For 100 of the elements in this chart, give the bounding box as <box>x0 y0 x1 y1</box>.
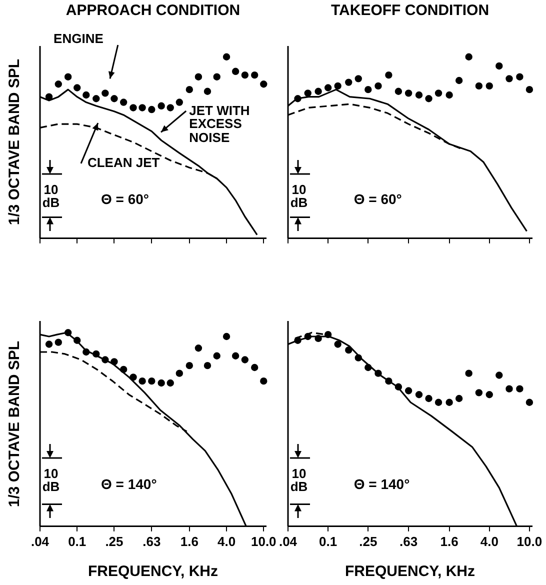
x-tick-label: 10.0 <box>250 534 276 549</box>
x-tick-label: .25 <box>105 534 124 549</box>
point <box>354 354 362 362</box>
point <box>54 80 62 88</box>
x-axis-title: FREQUENCY, KHz <box>88 563 218 580</box>
chart-title: TAKEOFF CONDITION <box>330 2 490 20</box>
point <box>394 88 402 95</box>
point <box>526 398 534 406</box>
point <box>251 364 258 372</box>
point <box>314 88 322 95</box>
point <box>222 332 230 340</box>
point <box>446 398 453 406</box>
annotation: 10 dB <box>289 182 309 210</box>
point <box>385 377 392 385</box>
point <box>506 385 513 392</box>
point <box>404 90 412 97</box>
point <box>54 338 62 346</box>
x-tick-label: 10.0 <box>516 534 542 549</box>
text: ENGINE <box>54 30 104 46</box>
y-axis-title: 1/3 OCTAVE BAND SPL <box>6 59 23 226</box>
point <box>294 95 302 102</box>
x-tick-label: .04 <box>278 534 298 549</box>
point <box>45 340 53 348</box>
point <box>455 394 463 402</box>
annotation: Θ = 60° <box>101 191 150 208</box>
annotation: Θ = 60° <box>354 191 402 208</box>
x-tick-label: .25 <box>359 534 378 549</box>
point <box>74 336 81 344</box>
point <box>364 364 372 372</box>
point <box>251 71 258 79</box>
point <box>260 377 268 385</box>
point <box>194 344 202 352</box>
point <box>294 336 302 344</box>
point <box>455 76 463 84</box>
point <box>465 53 472 60</box>
point <box>82 348 90 356</box>
point <box>394 383 402 390</box>
x-tick-label: 1.6 <box>180 534 198 549</box>
point <box>148 106 156 114</box>
point <box>45 93 53 100</box>
y-axis-title: 1/3 OCTAVE BAND SPL <box>6 340 23 507</box>
point <box>166 379 174 387</box>
point <box>186 362 194 370</box>
point <box>486 391 493 398</box>
point <box>304 332 312 340</box>
series-label: CLEAN JET <box>87 154 160 170</box>
point <box>176 98 184 106</box>
point <box>213 352 220 360</box>
point <box>334 82 342 90</box>
annotation: 10 dB <box>289 466 309 494</box>
point <box>434 90 442 97</box>
point <box>64 73 72 80</box>
point <box>82 91 90 99</box>
x-axis-title: FREQUENCY, KHz <box>344 563 476 580</box>
point <box>496 372 503 379</box>
legend-label: JET WITH EXCESS NOISE <box>189 102 251 145</box>
point <box>158 102 165 110</box>
point <box>516 73 524 80</box>
point <box>354 75 362 82</box>
point <box>334 340 342 348</box>
x-tick-label: 4.0 <box>480 534 498 549</box>
point <box>186 86 194 94</box>
point <box>241 356 249 364</box>
point <box>345 346 352 354</box>
point <box>374 370 382 377</box>
point <box>516 385 524 392</box>
point <box>120 98 128 106</box>
point <box>425 95 432 102</box>
point <box>64 329 72 336</box>
point <box>324 84 332 92</box>
x-tick-label: 4.0 <box>217 534 236 549</box>
annotation: Θ = 140° <box>101 476 157 492</box>
point <box>415 391 423 398</box>
point <box>102 90 109 97</box>
point <box>74 84 81 92</box>
point <box>314 334 322 342</box>
point <box>241 71 249 79</box>
point <box>496 62 503 70</box>
point <box>475 82 483 90</box>
point <box>120 366 128 374</box>
point <box>446 91 453 99</box>
point <box>158 379 165 387</box>
point <box>425 394 432 402</box>
x-tick-label: 1.6 <box>440 534 458 549</box>
point <box>385 71 392 79</box>
point <box>232 352 240 360</box>
annotation: 10 dB <box>41 466 61 494</box>
point <box>222 53 230 60</box>
point <box>138 377 146 385</box>
point <box>415 91 423 99</box>
point <box>465 370 472 377</box>
chart-title: APPROACH CONDITION <box>66 2 240 20</box>
annotation: Θ = 140° <box>354 476 410 492</box>
x-tick-label: .63 <box>142 534 161 549</box>
point <box>102 356 109 364</box>
point <box>475 389 483 396</box>
point <box>232 68 240 76</box>
point <box>404 387 412 394</box>
point <box>324 330 332 338</box>
point <box>374 82 382 90</box>
